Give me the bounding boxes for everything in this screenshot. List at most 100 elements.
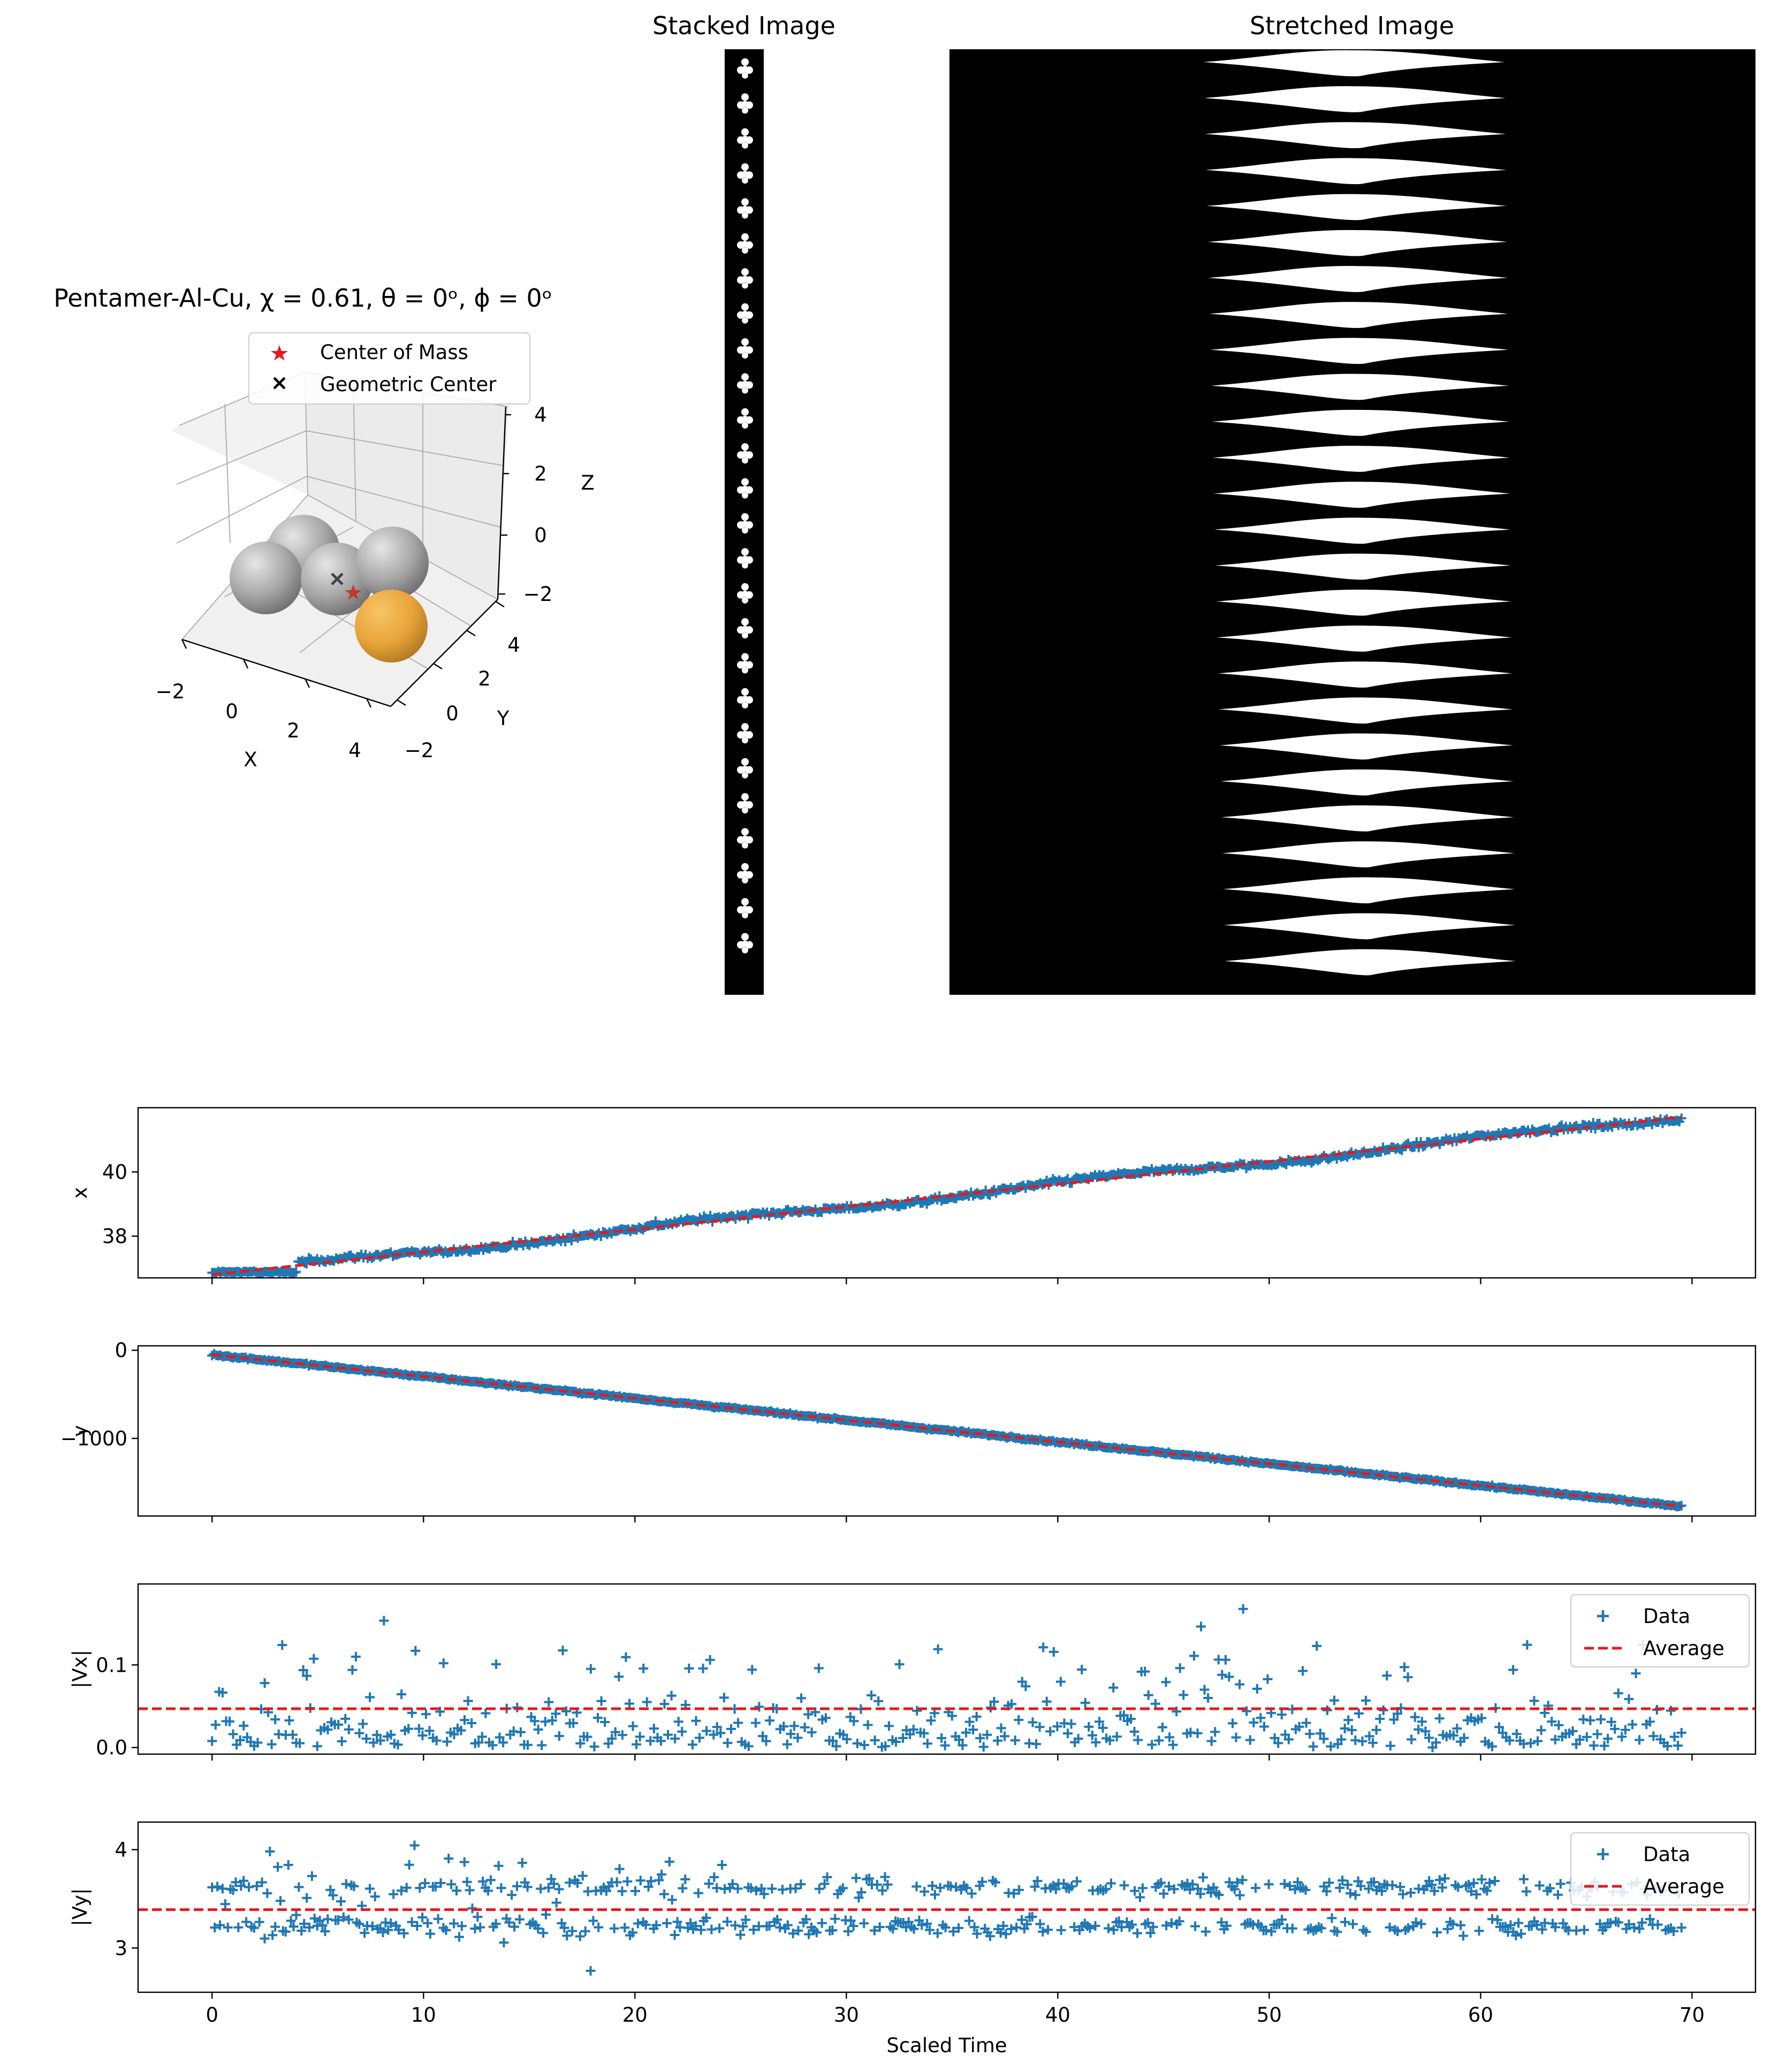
data-point [404,1860,414,1870]
data-point [1084,1721,1094,1732]
data-point [1371,1725,1381,1735]
data-point [670,1734,680,1743]
data-point [1301,1885,1311,1895]
data-point [265,1846,275,1856]
data-point [275,1896,285,1906]
data-point [277,1640,287,1650]
data-point [1506,1920,1516,1930]
data-point [793,1733,803,1743]
data-point [1337,1875,1348,1885]
data-point [1453,1882,1463,1892]
data-point [291,1910,301,1920]
data-point [746,1883,756,1893]
data-point [368,1738,378,1748]
data-point [1270,1733,1280,1743]
data-point [1027,1911,1037,1922]
data-point [1129,1727,1139,1737]
data-point [933,1644,943,1654]
data-point [735,1930,746,1940]
average-line [211,1116,1682,1276]
data-point [1545,1883,1555,1893]
x-ticks-3d: −2 0 2 4 X [156,639,372,771]
data-point [1031,1739,1042,1749]
data-point [820,1713,831,1723]
panel-stacked: Stacked Image [652,11,835,995]
data-point [1021,1681,1031,1692]
data-point [803,1709,814,1719]
z-axis-3d [497,406,507,600]
data-point [659,1699,670,1709]
stretched-band [1219,733,1514,760]
data-point [1032,1876,1043,1886]
data-point [1217,1670,1227,1680]
y-tick-label: 0 [446,702,459,725]
data-point [254,1917,264,1927]
data-point [244,1882,254,1892]
data-point [617,1730,627,1740]
data-point [779,1721,789,1732]
data-point [414,1724,424,1734]
data-point [989,1696,999,1707]
data-point [1165,1732,1175,1742]
data-point [1305,1729,1315,1739]
data-point [1508,1665,1518,1675]
data-point [620,1923,630,1933]
stretched-band [1203,50,1505,77]
stretched-band [1220,769,1514,796]
stretched-band [1216,589,1511,616]
data-point [935,1883,945,1893]
data-point [1147,1740,1157,1750]
data-point [1193,1884,1203,1894]
data-point [354,1728,364,1738]
data-point [759,1889,769,1899]
data-point [417,1912,428,1922]
data-point [407,1917,417,1927]
data-point [340,1713,351,1724]
x-tick-label: 0 [206,2004,218,2027]
data-point [474,1738,484,1748]
data-point [998,1921,1008,1931]
data-point [869,1925,879,1936]
data-point [827,1925,838,1936]
stretched-band [1223,913,1516,940]
data-point [814,1884,824,1894]
data-point [1206,1736,1217,1746]
plus-icon [1597,1610,1609,1622]
stretched-band [1205,158,1507,185]
data-point [215,1920,225,1930]
data-point [908,1725,918,1735]
data-point [1521,1886,1531,1896]
data-point [1014,1885,1024,1895]
data-point [1669,1732,1679,1742]
data-point [796,1879,806,1890]
data-point [738,1922,748,1932]
data-point [302,1671,312,1681]
data-point [333,1915,344,1925]
x-tick-label: −2 [156,680,185,703]
data-point [1283,1734,1294,1745]
data-point [1494,1722,1504,1732]
data-point [702,1726,712,1736]
y-tick-label: 3 [115,1937,127,1960]
x-axis-3d [181,638,391,707]
y-tick-label: 0 [115,1339,127,1362]
data-point [1547,1717,1557,1727]
stretched-band [1217,626,1512,652]
data-point [1382,1671,1392,1681]
data-point [717,1860,727,1870]
data-point [1259,1721,1269,1732]
y-ticks-3d: −2 0 2 4 Y [397,600,520,762]
data-point [370,1892,380,1902]
data-point [1063,1728,1073,1739]
data-point [1392,1709,1402,1719]
data-point [1666,1705,1676,1716]
data-point [239,1876,249,1886]
data-point [1232,1877,1242,1887]
data-point [1427,1742,1438,1753]
data-point [686,1918,696,1928]
data-point [283,1860,293,1870]
data-point [633,1918,643,1929]
vx-panel: |Vx| 0.0 0.1 Data Average [69,1583,1757,1761]
data-point [972,1929,982,1939]
data-point [1442,1924,1453,1934]
